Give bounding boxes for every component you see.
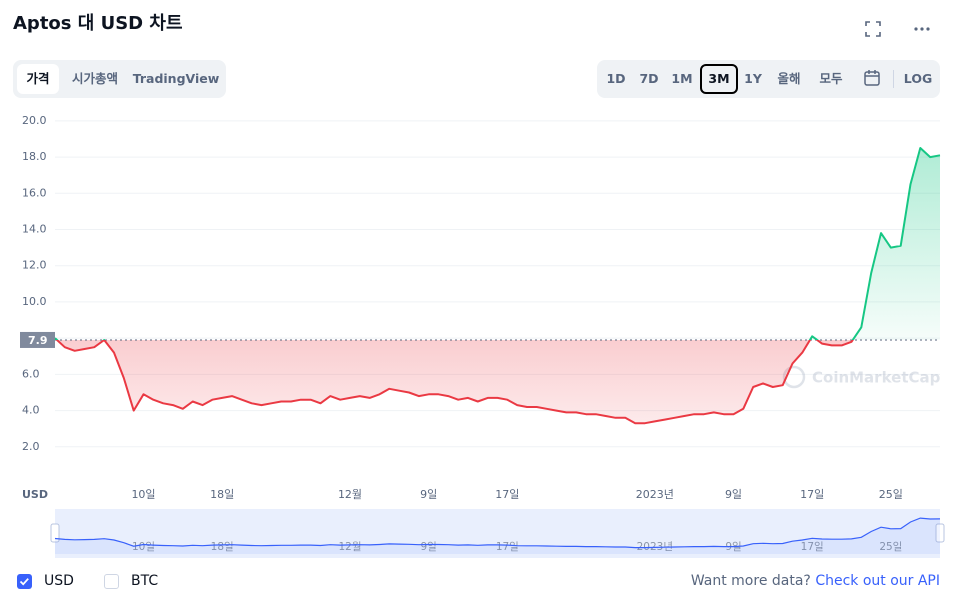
y-tick-label: 16.0 bbox=[22, 186, 47, 199]
api-link[interactable]: Check out our API bbox=[815, 573, 940, 589]
range-button[interactable]: 7D bbox=[639, 71, 659, 86]
calendar-button[interactable] bbox=[859, 64, 885, 94]
tab-group: 가격 시가총액 TradingView bbox=[13, 60, 226, 98]
x-tick-label: 18일 bbox=[210, 487, 234, 501]
navigator-bg bbox=[55, 509, 940, 558]
range-button[interactable]: 3M bbox=[700, 64, 738, 94]
more-icon[interactable] bbox=[912, 20, 932, 38]
x-tick-label: 10일 bbox=[131, 487, 155, 501]
fullscreen-icon[interactable] bbox=[864, 20, 882, 38]
y-axis-label: USD bbox=[22, 488, 48, 501]
navigator-tick-label: 12월 bbox=[338, 541, 361, 553]
title: Aptos 대 USD 차트 bbox=[13, 13, 183, 34]
navigator-tick-label: 17일 bbox=[496, 540, 519, 553]
prompt: Want more data? bbox=[690, 573, 811, 589]
x-tick-label: 17일 bbox=[495, 487, 519, 501]
navigator-tick-label: 9일 bbox=[420, 540, 436, 553]
watermark: CoinMarketCap bbox=[782, 365, 941, 389]
navigator-tick-label: 17일 bbox=[801, 540, 824, 553]
price-line bbox=[54, 147, 941, 425]
checkbox[interactable] bbox=[104, 574, 119, 589]
tab[interactable]: 가격 bbox=[17, 64, 59, 94]
navigator-tick-label: 25일 bbox=[879, 540, 902, 553]
x-tick-label: 25일 bbox=[879, 487, 903, 501]
x-tick-label: 9일 bbox=[725, 487, 742, 501]
navigator-tick-label: 18일 bbox=[211, 540, 234, 553]
y-tick-label: 6.0 bbox=[22, 367, 40, 380]
watermark-text: CoinMarketCap bbox=[812, 369, 941, 387]
y-tick-label: 12.0 bbox=[22, 259, 47, 272]
y-tick-label: 2.0 bbox=[22, 440, 40, 453]
log-button[interactable]: LOG bbox=[903, 71, 933, 86]
range-button[interactable]: 모두 bbox=[819, 71, 843, 86]
y-tick-label: 10.0 bbox=[22, 295, 47, 308]
y-tick-label: 14.0 bbox=[22, 223, 47, 236]
x-tick-label: 12월 bbox=[338, 488, 362, 501]
reference-label: 7.9 bbox=[28, 334, 48, 347]
y-tick-label: 18.0 bbox=[22, 150, 47, 163]
navigator-area bbox=[55, 518, 940, 554]
divider bbox=[893, 70, 894, 88]
reference-label-bg bbox=[20, 331, 55, 348]
option-label: BTC bbox=[131, 573, 159, 589]
y-tick-label: 4.0 bbox=[22, 404, 40, 417]
chart: USD CoinMarketCap 2.04.06.08.010.012.014… bbox=[20, 114, 945, 558]
x-tick-label: 17일 bbox=[800, 487, 824, 501]
navigator-handle[interactable] bbox=[935, 523, 945, 543]
checkbox-checked[interactable] bbox=[17, 574, 32, 589]
navigator-tick-label: 10일 bbox=[132, 540, 155, 553]
price-area bbox=[55, 148, 940, 424]
tab[interactable]: 시가총액 bbox=[71, 71, 118, 86]
tab[interactable]: TradingView bbox=[132, 71, 220, 86]
range-group: 1D 7D 1M 3M 1Y 올해 모두 LOG bbox=[597, 60, 940, 98]
range-button[interactable]: 올해 bbox=[777, 71, 801, 86]
option-label: USD bbox=[44, 573, 74, 589]
footer-text: Want more data? Check out our API bbox=[691, 573, 940, 589]
range-button[interactable]: 1Y bbox=[744, 71, 762, 86]
range-button[interactable]: 1M bbox=[671, 71, 693, 86]
x-tick-label: 2023년 bbox=[636, 488, 674, 501]
navigator-handle[interactable] bbox=[50, 523, 60, 543]
range-button[interactable]: 1D bbox=[606, 71, 626, 86]
navigator-line bbox=[54, 517, 941, 549]
x-tick-label: 9일 bbox=[420, 487, 437, 501]
y-tick-label: 20.0 bbox=[22, 114, 47, 127]
